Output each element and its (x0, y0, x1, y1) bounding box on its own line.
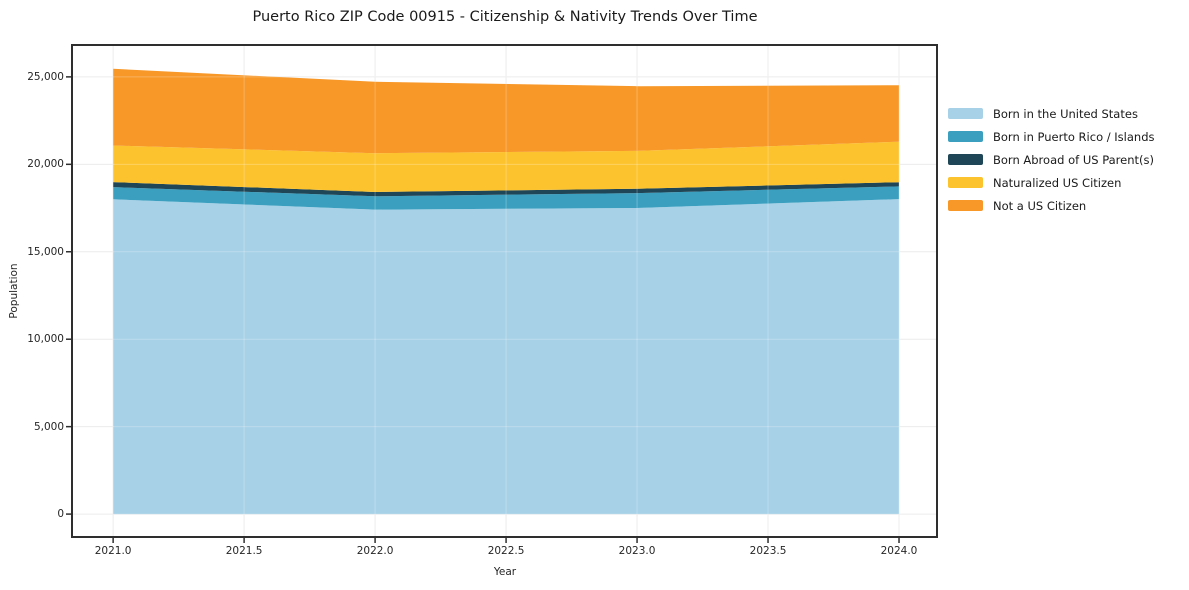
legend-item: Born in Puerto Rico / Islands (948, 125, 1155, 148)
legend-swatch-icon (948, 177, 983, 188)
legend-swatch-icon (948, 200, 983, 211)
legend-label: Born in the United States (993, 106, 1138, 121)
y-tick-label: 0 (57, 508, 64, 521)
legend-item: Naturalized US Citizen (948, 171, 1155, 194)
area-series-born-in-puerto-rico-islands (113, 186, 900, 210)
x-tick-label: 2023.0 (618, 545, 656, 557)
legend-label: Born in Puerto Rico / Islands (993, 129, 1155, 144)
legend-item: Born in the United States (948, 102, 1155, 125)
legend: Born in the United States Born in Puerto … (948, 102, 1155, 217)
y-axis-label: Population (8, 263, 20, 319)
legend-label: Not a US Citizen (993, 198, 1087, 213)
area-series-naturalized-us-citizen (113, 141, 900, 192)
legend-item: Not a US Citizen (948, 194, 1155, 217)
x-tick-label: 2021.0 (94, 545, 132, 557)
x-tick-label: 2024.0 (880, 545, 918, 557)
area-series-not-a-us-citizen (113, 68, 900, 154)
area-series-born-in-the-united-states (113, 199, 900, 515)
x-tick-label: 2021.5 (225, 545, 263, 557)
chart-title: Puerto Rico ZIP Code 00915 - Citizenship… (252, 9, 758, 25)
y-tick-label: 15,000 (27, 245, 64, 258)
x-tick-label: 2022.0 (356, 545, 394, 557)
legend-swatch-icon (948, 108, 983, 119)
x-axis-label: Year (493, 566, 517, 578)
x-tick-label: 2023.5 (749, 545, 787, 557)
legend-label: Born Abroad of US Parent(s) (993, 152, 1154, 167)
y-tick-label: 25,000 (27, 70, 64, 83)
x-tick-label: 2022.5 (487, 545, 525, 557)
y-tick-label: 20,000 (27, 158, 64, 171)
legend-item: Born Abroad of US Parent(s) (948, 148, 1155, 171)
y-tick-label: 10,000 (27, 333, 64, 346)
legend-label: Naturalized US Citizen (993, 175, 1122, 190)
legend-swatch-icon (948, 131, 983, 142)
y-tick-label: 5,000 (33, 420, 64, 433)
area-series-born-abroad-of-us-parent-s (113, 182, 900, 197)
axes-spines (71, 44, 938, 538)
legend-swatch-icon (948, 154, 983, 165)
